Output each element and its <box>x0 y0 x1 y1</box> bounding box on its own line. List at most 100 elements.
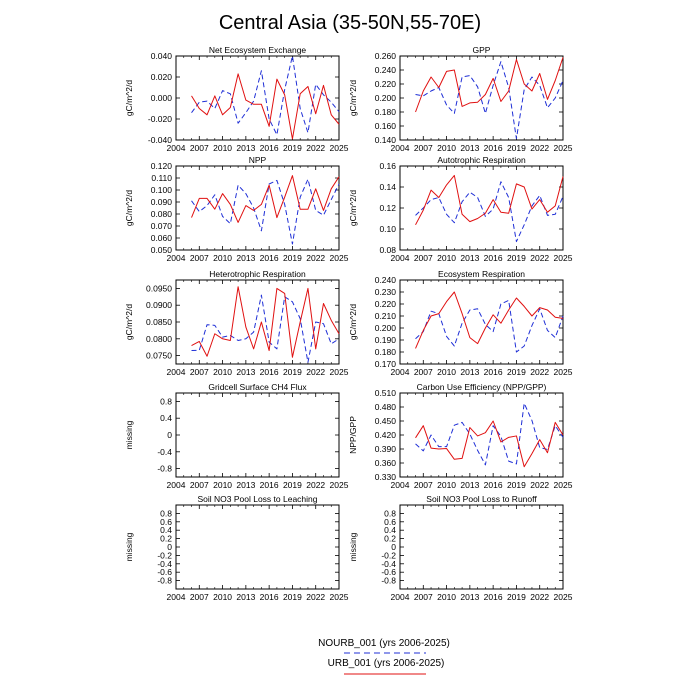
panel-title: Carbon Use Efficiency (NPP/GPP) <box>417 382 547 392</box>
y-tick-label: 0.360 <box>375 458 397 468</box>
x-tick-label: 2022 <box>306 143 325 153</box>
x-tick-label: 2019 <box>283 480 302 490</box>
x-tick-label: 2010 <box>437 253 456 263</box>
nourb-series-line <box>191 294 340 363</box>
nourb-series-line <box>415 181 564 243</box>
x-tick-label: 2022 <box>306 592 325 602</box>
panel-gpp: GPP gC/m^2/d 2004 2007 2010 2013 2016 2019 2022 2… <box>348 45 573 153</box>
y-tick-label: 0.0800 <box>146 334 172 344</box>
y-tick-label: 0.450 <box>375 416 397 426</box>
x-tick-label: 2019 <box>283 143 302 153</box>
y-tick-label: -0.2 <box>157 550 172 560</box>
x-tick-label: 2013 <box>460 253 479 263</box>
x-tick-label: 2022 <box>530 592 549 602</box>
x-tick-label: 2013 <box>236 480 255 490</box>
x-tick-label: 2007 <box>190 143 209 153</box>
panel-title: GPP <box>473 45 491 55</box>
x-tick-label: 2019 <box>283 367 302 377</box>
y-axis-label: gC/m^2/d <box>348 190 358 226</box>
x-tick-label: 2016 <box>484 143 503 153</box>
x-tick-label: 2004 <box>391 253 410 263</box>
x-tick-label: 2010 <box>213 480 232 490</box>
y-tick-label: 0.4 <box>160 413 172 423</box>
plot-frame <box>175 392 340 478</box>
y-tick-label: 0.220 <box>375 79 397 89</box>
panel-title: Autotrophic Respiration <box>437 155 526 165</box>
x-tick-label: 2013 <box>236 592 255 602</box>
panel-title: Ecosystem Respiration <box>438 269 525 279</box>
x-tick-label: 2022 <box>530 367 549 377</box>
x-tick-label: 2016 <box>260 143 279 153</box>
panel-gridcell-surface-ch4-flux: Gridcell Surface CH4 Flux missing 2004 2007… <box>124 382 349 490</box>
plot-frame <box>175 279 340 365</box>
panel-title: Soil NO3 Pool Loss to Runoff <box>426 494 537 504</box>
y-axis-label: missing <box>124 420 134 449</box>
plot-frame <box>399 279 564 365</box>
x-tick-label: 2004 <box>391 367 410 377</box>
legend: NOURB_001 (yrs 2006-2025) URB_001 (yrs 2… <box>318 638 450 675</box>
y-tick-label: 0.2 <box>384 534 396 544</box>
nourb-series-line <box>191 178 340 245</box>
x-tick-label: 2022 <box>530 253 549 263</box>
y-tick-label: 0.0950 <box>146 283 172 293</box>
y-tick-label: 0.6 <box>384 517 396 527</box>
x-tick-label: 2013 <box>460 592 479 602</box>
plot-frame <box>399 392 564 478</box>
y-tick-label: 0.260 <box>375 51 397 61</box>
y-tick-label: 0.4 <box>160 525 172 535</box>
x-tick-label: 2016 <box>260 367 279 377</box>
panel-title: Gridcell Surface CH4 Flux <box>208 382 307 392</box>
x-tick-label: 2025 <box>554 143 573 153</box>
y-tick-label: 0.0750 <box>146 351 172 361</box>
y-tick-label: 0.8 <box>160 396 172 406</box>
x-tick-label: 2010 <box>437 143 456 153</box>
y-tick-label: 0.08 <box>379 245 396 255</box>
x-tick-label: 2016 <box>260 480 279 490</box>
x-tick-label: 2013 <box>236 367 255 377</box>
x-tick-label: 2025 <box>330 367 349 377</box>
y-tick-label: 0.8 <box>160 508 172 518</box>
y-tick-label: 0.10 <box>379 224 396 234</box>
panel-ecosystem-respiration: Ecosystem Respiration gC/m^2/d 2004 2007 201… <box>348 269 573 377</box>
y-tick-label: 0 <box>391 542 396 552</box>
x-tick-label: 2025 <box>330 592 349 602</box>
panel-title: NPP <box>249 155 267 165</box>
y-tick-label: 0.330 <box>375 472 397 482</box>
y-tick-label: 0.230 <box>375 287 397 297</box>
x-tick-label: 2016 <box>484 592 503 602</box>
x-tick-label: 2010 <box>437 592 456 602</box>
x-tick-label: 2007 <box>190 253 209 263</box>
plot-frame <box>175 55 340 141</box>
y-tick-label: 0.12 <box>379 203 396 213</box>
y-tick-label: 0.0900 <box>146 300 172 310</box>
y-tick-label: 0.0850 <box>146 317 172 327</box>
x-tick-label: 2010 <box>213 592 232 602</box>
y-tick-label: 0.070 <box>151 221 173 231</box>
y-tick-label: -0.8 <box>157 464 172 474</box>
y-axis-label: missing <box>348 532 358 561</box>
panel-soil-no3-pool-loss-to-runoff: Soil NO3 Pool Loss to Runoff missing 2004 2… <box>348 494 573 602</box>
y-tick-label: 0.390 <box>375 444 397 454</box>
nourb-series-line <box>415 61 564 140</box>
y-tick-label: 0.040 <box>151 51 173 61</box>
y-tick-label: 0.14 <box>379 182 396 192</box>
x-tick-label: 2016 <box>484 367 503 377</box>
urb-series-line <box>415 420 564 468</box>
y-axis-label: NPP/GPP <box>348 416 358 454</box>
y-tick-label: 0.2 <box>160 534 172 544</box>
x-tick-label: 2010 <box>437 367 456 377</box>
x-tick-label: 2007 <box>414 592 433 602</box>
panel-title: Net Ecosystem Exchange <box>209 45 307 55</box>
x-tick-label: 2016 <box>484 480 503 490</box>
y-axis-label: gC/m^2/d <box>124 80 134 116</box>
y-tick-label: 0.220 <box>375 299 397 309</box>
plot-frame <box>175 165 340 251</box>
x-tick-label: 2025 <box>554 367 573 377</box>
y-tick-label: -0.6 <box>381 567 396 577</box>
y-tick-label: 0.080 <box>151 209 173 219</box>
x-tick-label: 2004 <box>167 592 186 602</box>
x-tick-label: 2007 <box>190 480 209 490</box>
x-tick-label: 2019 <box>283 253 302 263</box>
x-tick-label: 2013 <box>236 143 255 153</box>
y-tick-label: 0.240 <box>375 65 397 75</box>
